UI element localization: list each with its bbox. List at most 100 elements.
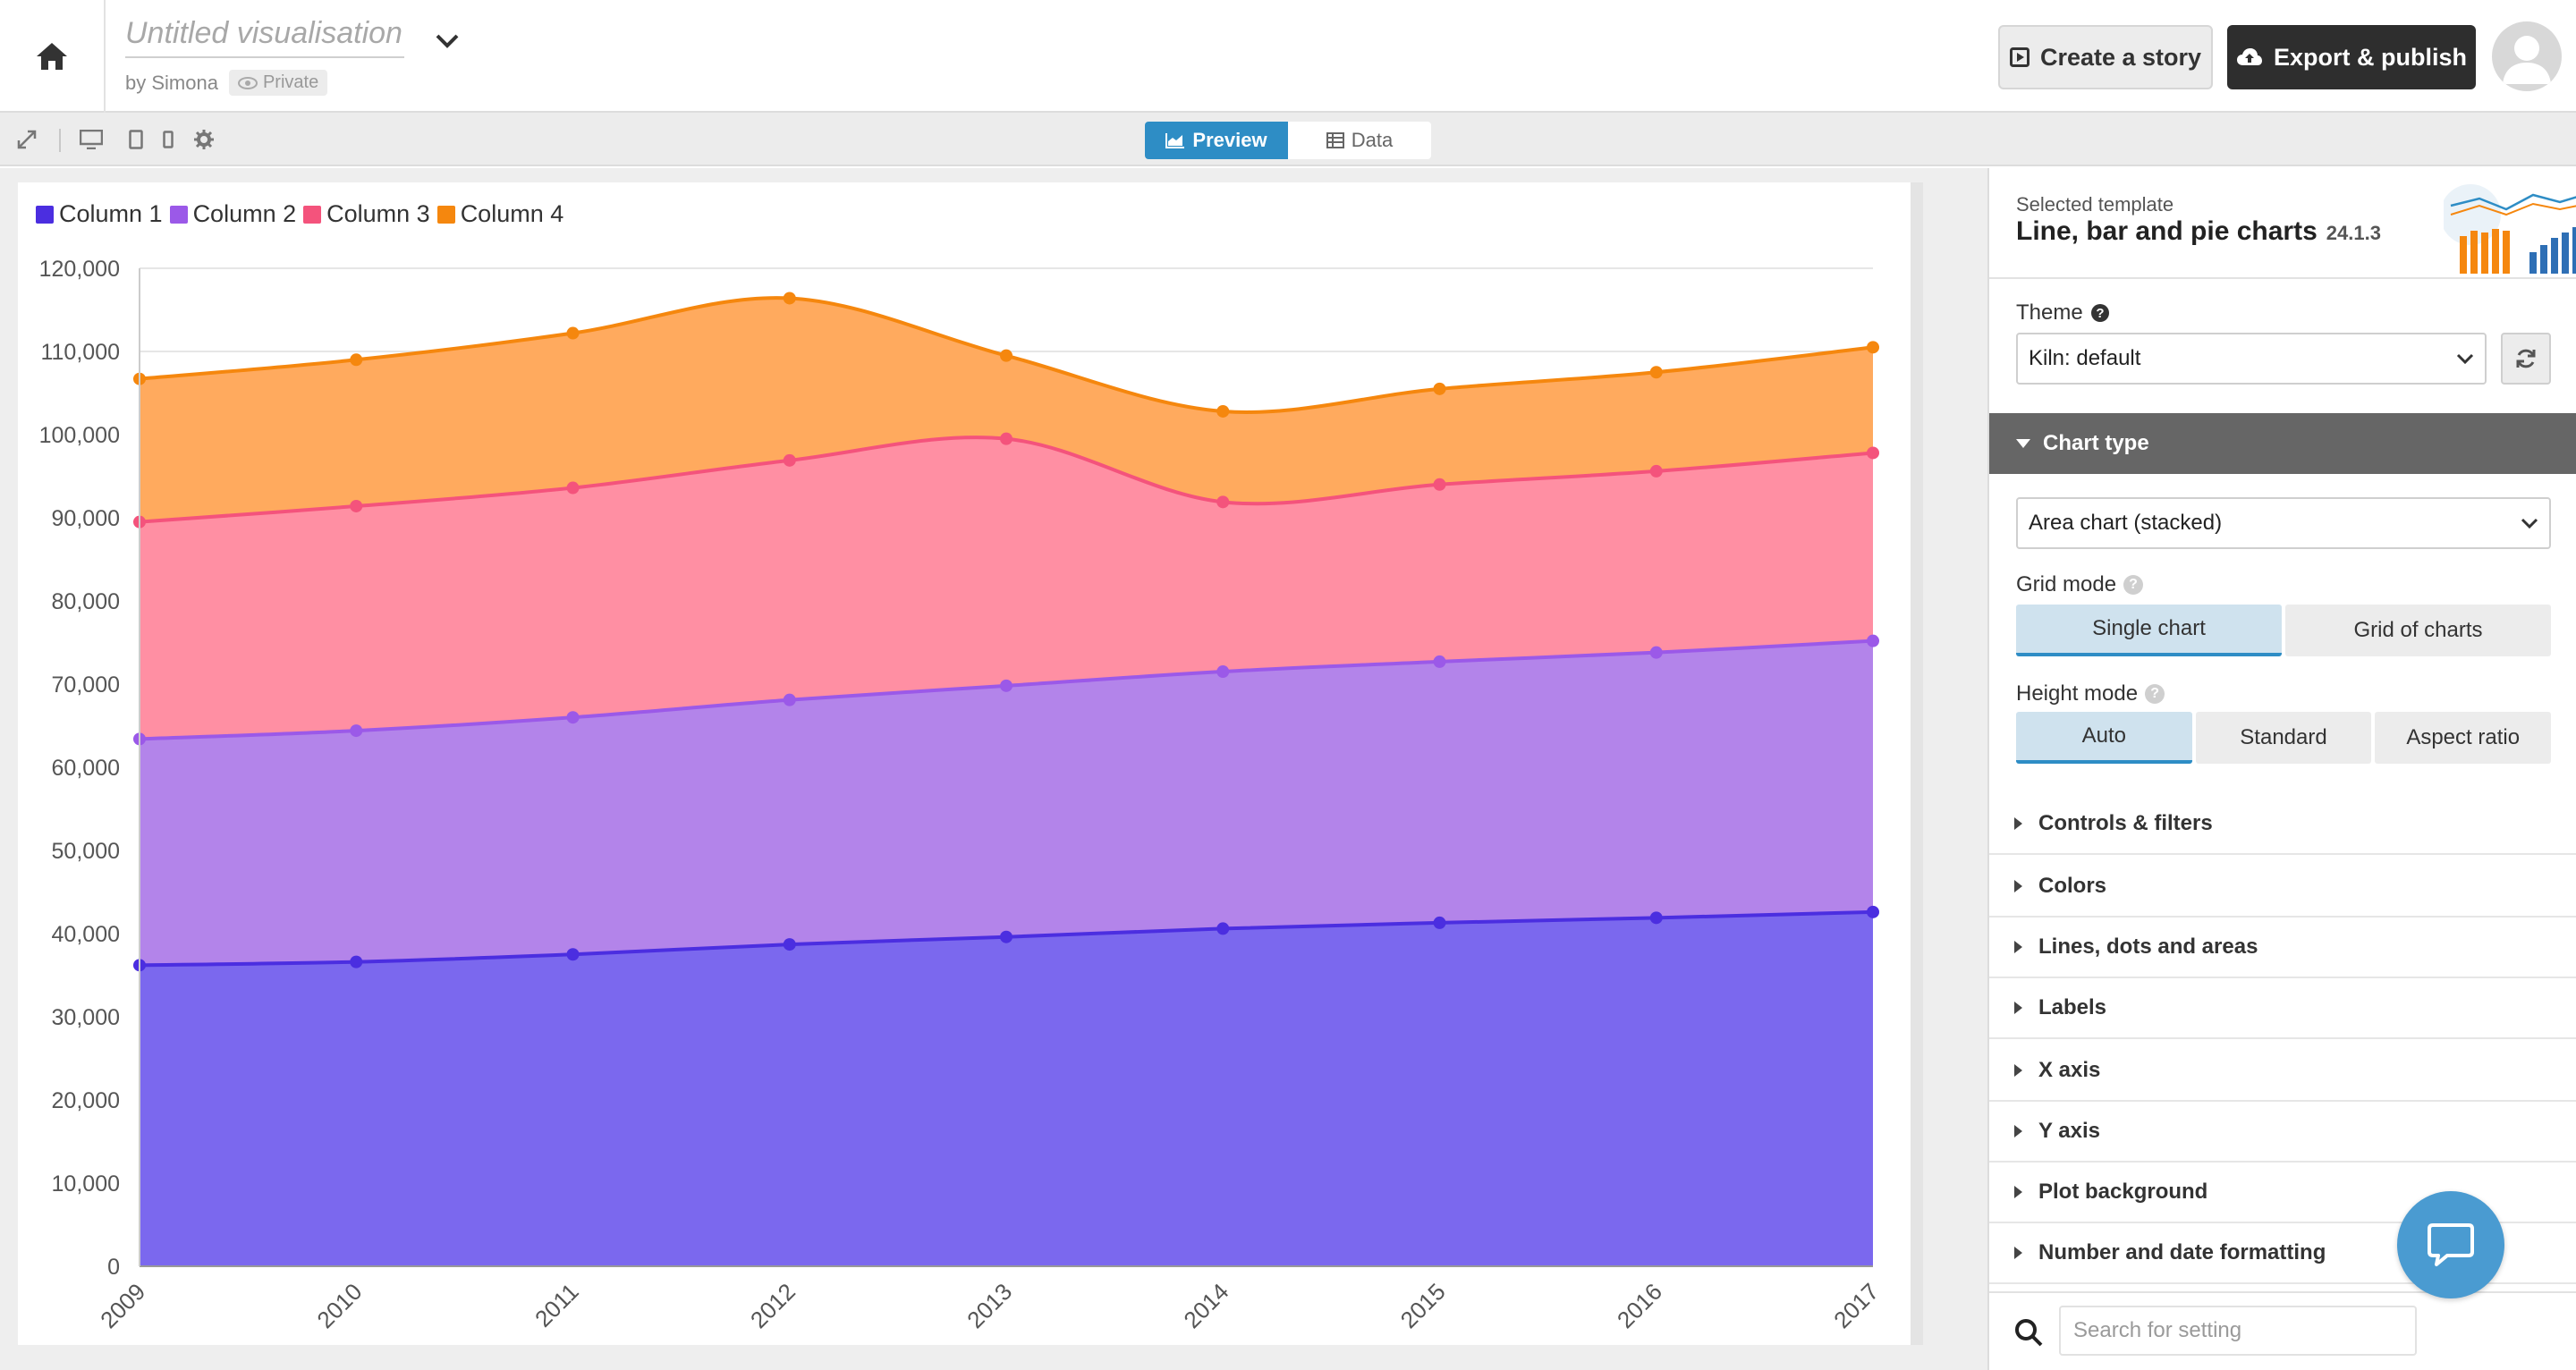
legend-item[interactable]: Column 1 — [36, 200, 163, 228]
template-name-text: Line, bar and pie charts — [2016, 216, 2318, 246]
y-tick-label: 10,000 — [52, 1171, 120, 1197]
legend-label: Column 1 — [59, 200, 163, 227]
legend-item[interactable]: Column 3 — [303, 200, 430, 228]
section-y-axis[interactable]: Y axis — [1989, 1102, 2576, 1163]
data-point — [1867, 341, 1879, 354]
legend-label: Column 2 — [192, 200, 297, 227]
privacy-badge[interactable]: Private — [228, 70, 328, 96]
theme-select[interactable]: Kiln: default — [2016, 333, 2487, 385]
section-chart-type[interactable]: Chart type — [1989, 413, 2576, 474]
caret-right-icon — [2014, 880, 2022, 892]
area-column-4 — [140, 298, 1873, 522]
cloud-upload-icon — [2237, 48, 2262, 65]
height-mode-auto-button[interactable]: Auto — [2016, 712, 2192, 764]
data-point — [1433, 916, 1446, 929]
data-point — [1649, 464, 1663, 478]
settings-sidebar: Selected template Line, bar and pie char… — [1987, 168, 2576, 1370]
grid-mode-single-button[interactable]: Single chart — [2016, 605, 2282, 656]
legend-label: Column 3 — [326, 200, 430, 227]
data-point — [1000, 930, 1013, 943]
scrollbar[interactable] — [1911, 182, 1923, 1345]
chevron-down-icon[interactable] — [435, 32, 460, 55]
legend-swatch — [169, 205, 188, 224]
grid-mode-toggle: Single chart Grid of charts — [2016, 605, 2551, 656]
play-icon — [2009, 47, 2029, 67]
x-tick-label: 2016 — [1612, 1278, 1667, 1333]
export-publish-button[interactable]: Export & publish — [2227, 25, 2476, 89]
create-story-button[interactable]: Create a story — [1998, 25, 2213, 89]
grid-mode-grid-button[interactable]: Grid of charts — [2285, 605, 2551, 656]
legend-swatch — [436, 205, 455, 224]
x-tick-label: 2010 — [311, 1278, 367, 1333]
caret-right-icon — [2014, 1064, 2022, 1077]
help-icon[interactable]: ? — [2145, 684, 2165, 704]
y-tick-label: 100,000 — [39, 423, 120, 448]
data-point — [1000, 349, 1013, 362]
section-label: X axis — [2038, 1058, 2101, 1082]
section-label: Labels — [2038, 995, 2107, 1019]
user-icon — [2503, 36, 2551, 84]
chevron-down-icon — [2521, 518, 2538, 529]
section-plot-background[interactable]: Plot background — [1989, 1163, 2576, 1223]
data-point — [1000, 432, 1013, 445]
chart-stage: Column 1 Column 2 Column 3 Column 4 0 10,… — [0, 168, 1987, 1370]
settings-search-input[interactable]: Search for setting — [2059, 1306, 2417, 1356]
byline: by Simona Private — [125, 70, 328, 96]
y-tick-label: 90,000 — [52, 506, 120, 531]
privacy-label: Private — [262, 72, 319, 92]
user-avatar[interactable] — [2492, 21, 2562, 91]
data-point — [1216, 665, 1230, 679]
chart-legend: Column 1 Column 2 Column 3 Column 4 — [36, 200, 564, 228]
section-lines-dots-areas[interactable]: Lines, dots and areas — [1989, 918, 2576, 978]
caret-right-icon — [2014, 817, 2022, 830]
expand-icon[interactable] — [14, 127, 39, 152]
caret-down-icon — [2016, 439, 2030, 448]
x-tick-label: 2011 — [530, 1278, 584, 1332]
y-tick-label: 50,000 — [52, 839, 120, 864]
legend-swatch — [303, 205, 322, 224]
desktop-icon[interactable] — [79, 127, 104, 152]
tab-data-label: Data — [1351, 129, 1394, 151]
data-point — [350, 353, 363, 367]
tab-data[interactable]: Data — [1288, 122, 1431, 159]
refresh-theme-button[interactable] — [2501, 333, 2551, 385]
x-tick-label: 2017 — [1828, 1278, 1884, 1333]
legend-item[interactable]: Column 2 — [169, 200, 297, 228]
data-point — [1867, 446, 1879, 460]
section-chart-type-label: Chart type — [2043, 431, 2149, 455]
section-number-date-formatting[interactable]: Number and date formatting — [1989, 1223, 2576, 1284]
height-mode-label-text: Height mode — [2016, 681, 2139, 706]
data-point — [783, 292, 796, 305]
y-tick-label: 70,000 — [52, 672, 120, 698]
height-mode-label: Height mode ? — [2016, 681, 2165, 706]
template-selector[interactable]: Selected template Line, bar and pie char… — [1989, 168, 2576, 279]
title-input[interactable]: Untitled visualisation — [125, 16, 404, 58]
tablet-icon[interactable] — [123, 127, 148, 152]
data-point — [1649, 646, 1663, 659]
help-icon[interactable]: ? — [2123, 575, 2144, 595]
gear-icon[interactable] — [191, 127, 216, 152]
tab-preview[interactable]: Preview — [1145, 122, 1288, 159]
help-icon[interactable]: ? — [2090, 303, 2110, 323]
data-point — [566, 481, 580, 495]
chart-type-select[interactable]: Area chart (stacked) — [2016, 497, 2551, 549]
section-labels[interactable]: Labels — [1989, 978, 2576, 1039]
height-mode-aspect-button[interactable]: Aspect ratio — [2375, 712, 2552, 764]
data-point — [566, 326, 580, 340]
data-point — [566, 711, 580, 724]
help-chat-button[interactable] — [2397, 1191, 2504, 1298]
data-point — [1433, 655, 1446, 668]
data-point — [1433, 382, 1446, 395]
legend-item[interactable]: Column 4 — [436, 200, 564, 228]
create-story-label: Create a story — [2039, 43, 2202, 71]
home-button[interactable] — [0, 0, 106, 113]
section-x-axis[interactable]: X axis — [1989, 1041, 2576, 1102]
data-point — [350, 724, 363, 738]
section-controls-filters[interactable]: Controls & filters — [1989, 794, 2576, 855]
section-colors[interactable]: Colors — [1989, 857, 2576, 918]
section-label: Number and date formatting — [2038, 1240, 2326, 1264]
mobile-icon[interactable] — [156, 127, 181, 152]
height-mode-standard-button[interactable]: Standard — [2195, 712, 2372, 764]
legend-label: Column 4 — [460, 200, 564, 227]
section-label: Controls & filters — [2038, 811, 2213, 835]
